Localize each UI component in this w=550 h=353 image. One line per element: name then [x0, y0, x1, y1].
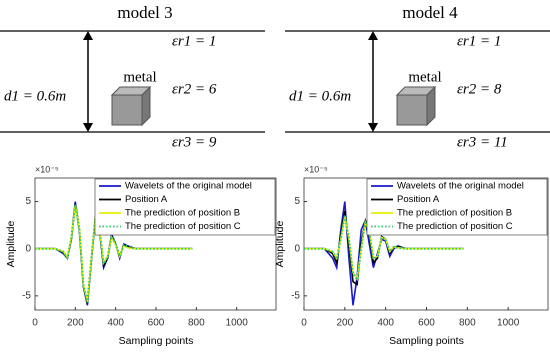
x-axis-label: Sampling points — [119, 335, 194, 347]
diagram-title: model 4 — [402, 3, 458, 22]
x-axis-label: Sampling points — [389, 335, 464, 347]
x-tick-label: 200 — [67, 318, 84, 329]
y-scale-label: ×10⁻⁵ — [304, 164, 328, 174]
legend-box — [366, 178, 548, 236]
legend-label: The prediction of position B — [397, 208, 512, 219]
object-label: metal — [408, 69, 441, 85]
y-tick-label: 0 — [294, 243, 300, 254]
legend-label: The prediction of position C — [397, 221, 513, 232]
x-tick-label: 0 — [301, 318, 307, 329]
permittivity-label: εr3 = 9 — [172, 134, 217, 150]
legend-label: The prediction of position B — [125, 208, 240, 219]
legend-label: Wavelets of the original model — [397, 181, 524, 192]
x-tick-label: 0 — [32, 318, 38, 329]
permittivity-label: εr2 = 8 — [457, 81, 502, 97]
series-line — [35, 204, 193, 303]
y-axis-label: Amplitude — [274, 221, 286, 268]
metal-cube-front — [396, 94, 428, 126]
y-tick-label: 0 — [25, 243, 31, 254]
y-axis-label: Amplitude — [5, 221, 17, 268]
x-tick-label: 400 — [377, 318, 394, 329]
y-scale-label: ×10⁻⁵ — [35, 164, 59, 174]
metal-cube-side — [426, 85, 436, 127]
x-tick-label: 1000 — [497, 318, 520, 329]
object-label: metal — [123, 69, 156, 85]
diagram-title: model 3 — [117, 3, 172, 22]
metal-cube-side — [141, 85, 151, 127]
x-tick-label: 800 — [188, 318, 205, 329]
y-tick-label: 5 — [25, 196, 31, 207]
legend-label: Position A — [125, 194, 168, 205]
y-tick-label: -5 — [22, 290, 31, 301]
series-line — [304, 214, 464, 283]
x-tick-label: 400 — [107, 318, 124, 329]
x-tick-label: 600 — [148, 318, 165, 329]
permittivity-label: εr3 = 11 — [457, 134, 508, 150]
metal-cube-front — [111, 94, 143, 126]
thickness-label: d1 = 0.6m — [289, 88, 351, 104]
y-tick-label: -5 — [291, 290, 300, 301]
permittivity-label: εr1 = 1 — [457, 33, 501, 49]
legend-label: Wavelets of the original model — [125, 181, 252, 192]
x-tick-label: 1000 — [226, 318, 249, 329]
x-tick-label: 600 — [418, 318, 435, 329]
x-tick-label: 200 — [336, 318, 353, 329]
y-tick-label: 5 — [294, 196, 300, 207]
permittivity-label: εr2 = 6 — [172, 81, 217, 97]
legend-label: The prediction of position C — [125, 221, 241, 232]
permittivity-label: εr1 = 1 — [172, 33, 216, 49]
thickness-label: d1 = 0.6m — [4, 88, 66, 104]
x-tick-label: 800 — [459, 318, 476, 329]
legend-box — [94, 178, 276, 236]
legend-label: Position A — [397, 194, 440, 205]
